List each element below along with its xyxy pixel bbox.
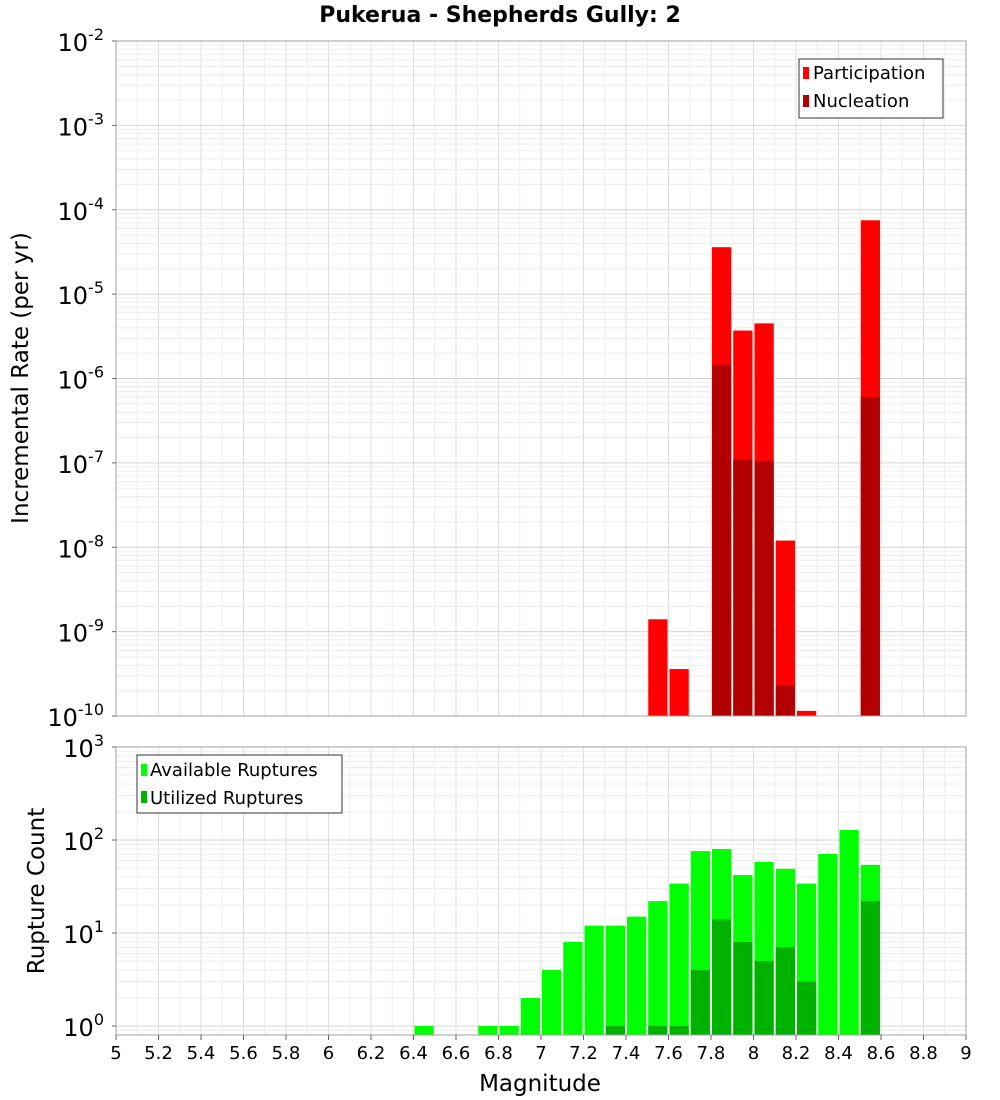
bar-available-ruptures: [414, 1025, 434, 1035]
bar-available-ruptures: [520, 997, 540, 1035]
bar-nucleation: [712, 364, 732, 716]
bar-participation: [669, 669, 689, 716]
y-tick-label: 100: [63, 1010, 104, 1042]
legend-swatch-nucleation: [803, 95, 809, 107]
top-y-axis-label: Incremental Rate (per yr): [8, 232, 34, 524]
legend-label-participation: Participation: [813, 63, 925, 84]
y-tick-label: 10-3: [58, 109, 105, 141]
top-legend: Participation Nucleation: [798, 58, 944, 119]
bar-utilized-ruptures: [797, 981, 817, 1035]
legend-swatch-utilized: [141, 791, 147, 803]
x-tick-label: 8.6: [867, 1043, 896, 1064]
legend-label-nucleation: Nucleation: [813, 91, 909, 112]
x-tick-label: 8.2: [782, 1043, 811, 1064]
y-tick-label: 102: [63, 824, 104, 856]
x-tick-label: 5.2: [144, 1043, 173, 1064]
bar-utilized-ruptures: [605, 1025, 625, 1035]
x-tick-label: 9: [960, 1043, 971, 1064]
bottom-panel: 100 101 102 103 Rupture Count Available Rup…: [24, 731, 967, 1042]
bar-available-ruptures: [584, 925, 604, 1035]
bar-utilized-ruptures: [690, 969, 710, 1035]
legend-swatch-participation: [803, 67, 809, 79]
x-tick-label: 7: [535, 1043, 546, 1064]
bar-participation: [775, 540, 795, 716]
legend-swatch-available: [141, 764, 147, 776]
y-tick-label: 10-4: [58, 194, 105, 226]
x-tick-label: 6: [323, 1043, 334, 1064]
bar-available-ruptures: [499, 1025, 519, 1035]
bar-available-ruptures: [542, 969, 562, 1035]
x-tick-label: 5.4: [187, 1043, 216, 1064]
y-tick-label: 10-8: [58, 531, 105, 563]
x-tick-label: 7.8: [697, 1043, 726, 1064]
top-grid: [115, 40, 967, 717]
x-tick-label: 5.6: [229, 1043, 258, 1064]
bottom-bars: [414, 830, 880, 1035]
x-tick-label: 8.8: [909, 1043, 938, 1064]
top-bars: [648, 220, 880, 717]
bar-utilized-ruptures: [669, 1025, 689, 1035]
x-tick-label: 6.2: [357, 1043, 386, 1064]
bottom-legend: Available Ruptures Utilized Ruptures: [136, 754, 343, 814]
legend-label-utilized: Utilized Ruptures: [150, 788, 303, 809]
x-tick-label: 7.2: [569, 1043, 598, 1064]
bar-participation: [648, 619, 668, 716]
bar-available-ruptures: [478, 1025, 498, 1035]
bar-nucleation: [754, 461, 774, 716]
y-tick-label: 101: [63, 917, 104, 949]
top-legend-box: [798, 58, 944, 119]
y-tick-label: 10-10: [47, 700, 104, 732]
bottom-y-axis-label: Rupture Count: [24, 808, 50, 974]
bar-available-ruptures: [627, 916, 647, 1035]
x-tick-label: 7.4: [612, 1043, 641, 1064]
y-tick-label: 103: [63, 731, 104, 763]
bar-utilized-ruptures: [733, 942, 753, 1035]
bar-available-ruptures: [839, 830, 859, 1035]
x-tick-label: 8: [748, 1043, 759, 1064]
bar-utilized-ruptures: [860, 901, 880, 1035]
bar-nucleation: [860, 397, 880, 716]
chart-title: Pukerua - Shepherds Gully: 2: [319, 3, 681, 28]
x-axis-label: Magnitude: [479, 1071, 601, 1097]
bar-participation: [797, 710, 817, 716]
bar-available-ruptures: [669, 883, 689, 1035]
bar-utilized-ruptures: [775, 947, 795, 1035]
y-tick-label: 10-2: [58, 25, 105, 57]
bar-available-ruptures: [648, 901, 668, 1035]
bar-available-ruptures: [563, 942, 583, 1035]
bottom-legend-box: [136, 754, 343, 814]
legend-label-available: Available Ruptures: [150, 760, 318, 781]
x-tick-label: 5: [110, 1043, 121, 1064]
x-tick-label: 6.8: [484, 1043, 513, 1064]
bar-utilized-ruptures: [712, 919, 732, 1035]
y-tick-label: 10-5: [58, 278, 105, 310]
bar-available-ruptures: [605, 925, 625, 1035]
y-tick-label: 10-6: [58, 363, 105, 395]
y-tick-label: 10-7: [58, 447, 105, 479]
top-y-ticks: 10-10 10-9 10-8 10-7 10-6 10-5 10-4 10-3 10-2: [47, 25, 116, 732]
x-tick-label: 5.8: [272, 1043, 301, 1064]
x-tick-label: 8.4: [824, 1043, 853, 1064]
x-tick-label: 7.6: [654, 1043, 683, 1064]
x-tick-label: 6.4: [399, 1043, 428, 1064]
bar-utilized-ruptures: [754, 960, 774, 1035]
bar-utilized-ruptures: [648, 1025, 668, 1035]
bottom-y-ticks: 100 101 102 103: [63, 731, 116, 1042]
x-tick-label: 6.6: [442, 1043, 471, 1064]
y-tick-label: 10-9: [58, 616, 105, 648]
bar-nucleation: [733, 459, 753, 716]
top-panel: 10-10 10-9 10-8 10-7 10-6 10-5 10-4 10-3 10-2 In…: [8, 25, 967, 732]
x-ticks: 5 5.2 5.4 5.6 5.8 6 6.2 6.4 6.6 6.8 7 7.2 7.4 7.6 7.8 8…: [110, 1035, 972, 1064]
bar-nucleation: [775, 685, 795, 716]
bar-available-ruptures: [818, 853, 838, 1035]
